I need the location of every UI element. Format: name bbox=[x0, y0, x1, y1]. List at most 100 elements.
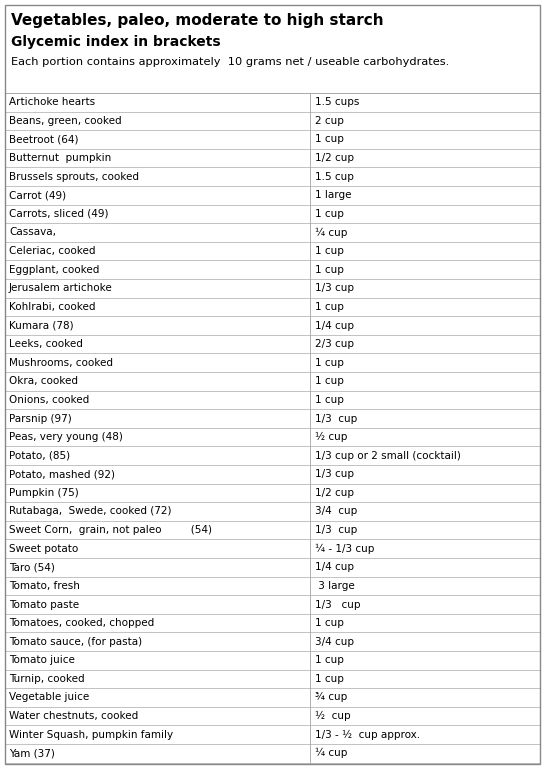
Text: Mushrooms, cooked: Mushrooms, cooked bbox=[9, 358, 113, 368]
Bar bbox=[5, 651, 540, 670]
Bar bbox=[5, 465, 540, 484]
Text: Turnip, cooked: Turnip, cooked bbox=[9, 674, 84, 684]
Bar bbox=[5, 707, 540, 725]
Text: Pumpkin (75): Pumpkin (75) bbox=[9, 488, 78, 498]
Text: Brussels sprouts, cooked: Brussels sprouts, cooked bbox=[9, 171, 139, 181]
Text: 1 cup: 1 cup bbox=[315, 135, 344, 145]
Text: Eggplant, cooked: Eggplant, cooked bbox=[9, 265, 99, 275]
Text: Tomato juice: Tomato juice bbox=[9, 655, 75, 665]
Text: 1 cup: 1 cup bbox=[315, 618, 344, 628]
Text: 1 cup: 1 cup bbox=[315, 265, 344, 275]
Text: 1 cup: 1 cup bbox=[315, 209, 344, 219]
Text: Each portion contains approximately  10 grams net / useable carbohydrates.: Each portion contains approximately 10 g… bbox=[11, 57, 449, 67]
Text: Beetroot (64): Beetroot (64) bbox=[9, 135, 78, 145]
Text: Sweet potato: Sweet potato bbox=[9, 544, 78, 554]
Text: 1/4 cup: 1/4 cup bbox=[315, 321, 354, 331]
Text: Kohlrabi, cooked: Kohlrabi, cooked bbox=[9, 302, 95, 312]
Bar bbox=[5, 614, 540, 632]
Text: 1/3  cup: 1/3 cup bbox=[315, 525, 358, 535]
Bar bbox=[5, 298, 540, 316]
Text: ½ cup: ½ cup bbox=[315, 432, 347, 442]
Bar bbox=[5, 316, 540, 335]
Text: Vegetables, paleo, moderate to high starch: Vegetables, paleo, moderate to high star… bbox=[11, 13, 384, 28]
Text: Vegetable juice: Vegetable juice bbox=[9, 693, 89, 703]
Text: Taro (54): Taro (54) bbox=[9, 562, 55, 572]
Text: ½  cup: ½ cup bbox=[315, 711, 350, 721]
Text: 1 cup: 1 cup bbox=[315, 358, 344, 368]
Text: Celeriac, cooked: Celeriac, cooked bbox=[9, 246, 95, 256]
Text: Glycemic index in brackets: Glycemic index in brackets bbox=[11, 35, 221, 49]
Bar bbox=[5, 409, 540, 428]
Text: Carrots, sliced (49): Carrots, sliced (49) bbox=[9, 209, 108, 219]
Text: 1/2 cup: 1/2 cup bbox=[315, 488, 354, 498]
Bar bbox=[5, 502, 540, 521]
Bar bbox=[5, 539, 540, 558]
Text: 1/3  cup: 1/3 cup bbox=[315, 414, 358, 424]
Text: Okra, cooked: Okra, cooked bbox=[9, 376, 78, 386]
Bar bbox=[5, 725, 540, 744]
Bar bbox=[5, 577, 540, 595]
Bar bbox=[5, 391, 540, 409]
Text: 1.5 cup: 1.5 cup bbox=[315, 171, 354, 181]
Bar bbox=[5, 744, 540, 763]
Text: Carrot (49): Carrot (49) bbox=[9, 190, 66, 200]
Bar bbox=[5, 241, 540, 261]
Bar bbox=[5, 5, 540, 93]
Bar bbox=[5, 428, 540, 446]
Text: Tomato paste: Tomato paste bbox=[9, 600, 79, 610]
Text: Potato, mashed (92): Potato, mashed (92) bbox=[9, 469, 115, 479]
Text: Beans, green, cooked: Beans, green, cooked bbox=[9, 116, 122, 126]
Bar bbox=[5, 130, 540, 148]
Bar bbox=[5, 223, 540, 241]
Bar bbox=[5, 446, 540, 465]
Text: Onions, cooked: Onions, cooked bbox=[9, 395, 89, 405]
Text: 1 cup: 1 cup bbox=[315, 674, 344, 684]
Text: Tomatoes, cooked, chopped: Tomatoes, cooked, chopped bbox=[9, 618, 154, 628]
Bar bbox=[5, 484, 540, 502]
Text: Yam (37): Yam (37) bbox=[9, 748, 55, 758]
Text: 1 cup: 1 cup bbox=[315, 246, 344, 256]
Bar bbox=[5, 112, 540, 130]
Text: 1/4 cup: 1/4 cup bbox=[315, 562, 354, 572]
Text: 1/3 cup: 1/3 cup bbox=[315, 283, 354, 293]
Bar bbox=[5, 261, 540, 279]
Text: Leeks, cooked: Leeks, cooked bbox=[9, 339, 83, 349]
Text: 2/3 cup: 2/3 cup bbox=[315, 339, 354, 349]
Text: Kumara (78): Kumara (78) bbox=[9, 321, 74, 331]
Text: ¼ - 1/3 cup: ¼ - 1/3 cup bbox=[315, 544, 374, 554]
Text: 3/4 cup: 3/4 cup bbox=[315, 637, 354, 647]
Text: Parsnip (97): Parsnip (97) bbox=[9, 414, 72, 424]
Bar bbox=[5, 148, 540, 168]
Text: ¼ cup: ¼ cup bbox=[315, 748, 347, 758]
Text: 1/3 cup: 1/3 cup bbox=[315, 469, 354, 479]
Bar bbox=[5, 279, 540, 298]
Text: 1/2 cup: 1/2 cup bbox=[315, 153, 354, 163]
Text: 3/4  cup: 3/4 cup bbox=[315, 507, 358, 517]
Bar bbox=[5, 372, 540, 391]
Text: Artichoke hearts: Artichoke hearts bbox=[9, 98, 95, 108]
Bar bbox=[5, 93, 540, 112]
Bar bbox=[5, 354, 540, 372]
Text: Butternut  pumpkin: Butternut pumpkin bbox=[9, 153, 111, 163]
Bar bbox=[5, 186, 540, 205]
Bar bbox=[5, 558, 540, 577]
Text: Water chestnuts, cooked: Water chestnuts, cooked bbox=[9, 711, 138, 721]
Text: 2 cup: 2 cup bbox=[315, 116, 344, 126]
Text: 1 large: 1 large bbox=[315, 190, 352, 200]
Text: Peas, very young (48): Peas, very young (48) bbox=[9, 432, 123, 442]
Bar bbox=[5, 632, 540, 651]
Text: Tomato sauce, (for pasta): Tomato sauce, (for pasta) bbox=[9, 637, 142, 647]
Bar bbox=[5, 205, 540, 223]
Text: 3 large: 3 large bbox=[315, 581, 355, 591]
Text: 1 cup: 1 cup bbox=[315, 302, 344, 312]
Bar bbox=[5, 335, 540, 354]
Text: Rutabaga,  Swede, cooked (72): Rutabaga, Swede, cooked (72) bbox=[9, 507, 172, 517]
Bar bbox=[5, 168, 540, 186]
Text: Sweet Corn,  grain, not paleo         (54): Sweet Corn, grain, not paleo (54) bbox=[9, 525, 212, 535]
Bar bbox=[5, 595, 540, 614]
Text: Winter Squash, pumpkin family: Winter Squash, pumpkin family bbox=[9, 730, 173, 740]
Bar bbox=[5, 688, 540, 707]
Text: 1/3 cup or 2 small (cocktail): 1/3 cup or 2 small (cocktail) bbox=[315, 451, 461, 461]
Bar bbox=[5, 521, 540, 539]
Text: 1 cup: 1 cup bbox=[315, 376, 344, 386]
